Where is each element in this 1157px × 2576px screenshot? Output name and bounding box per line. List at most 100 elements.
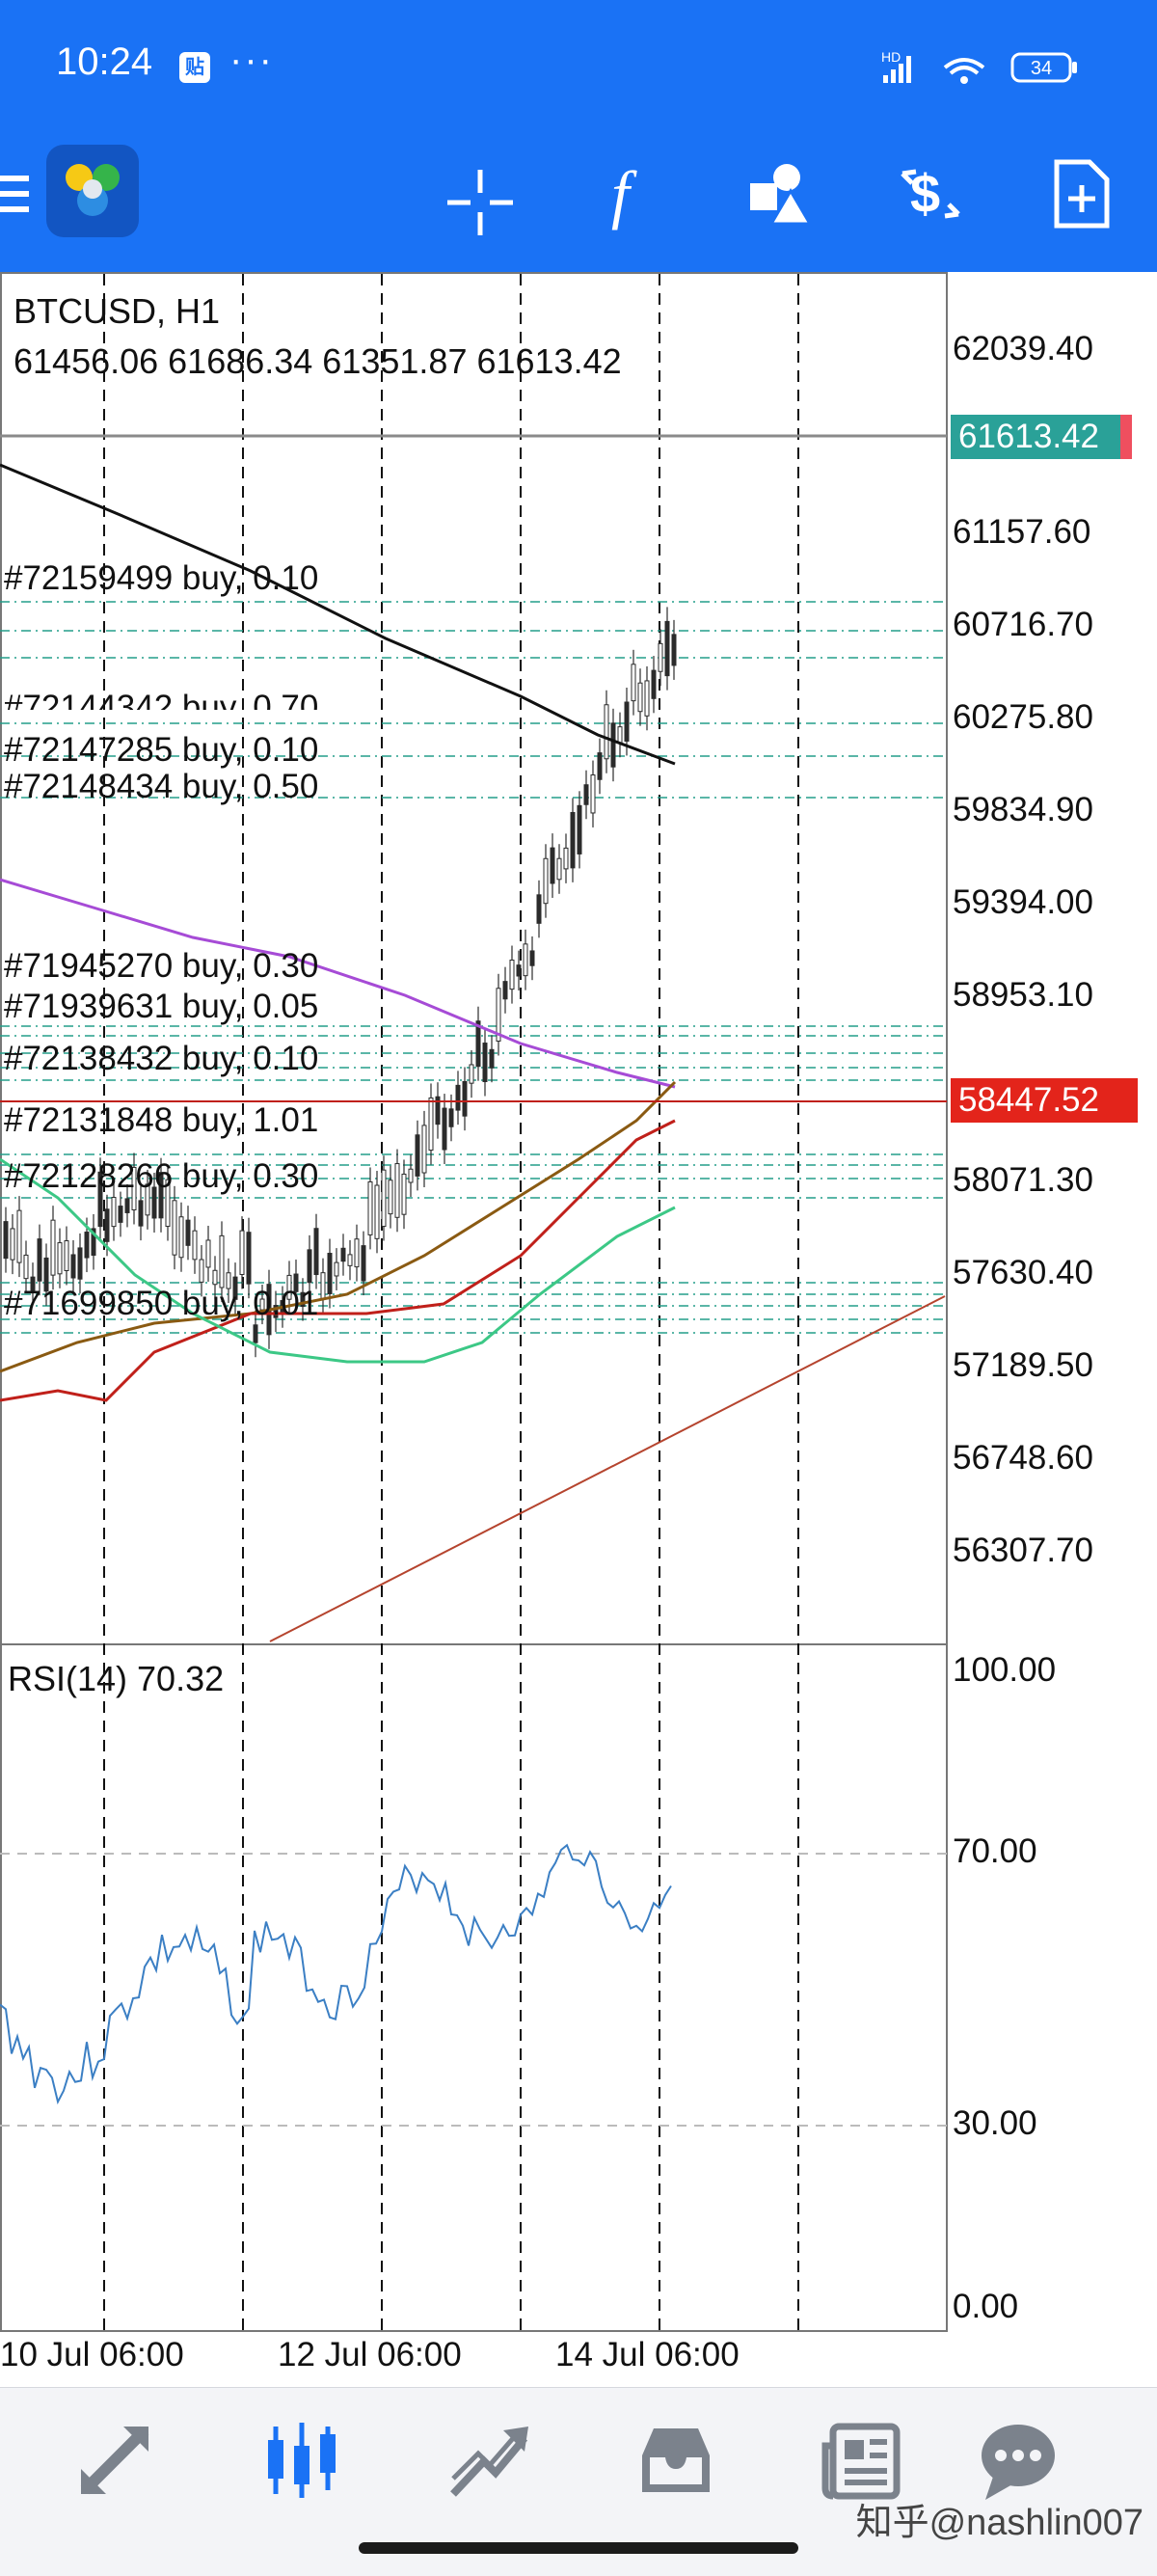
candle-body	[347, 1254, 353, 1266]
rsi-level-label: 100.00	[953, 1651, 1057, 1689]
candle-body	[516, 964, 522, 977]
candle-body	[408, 1168, 414, 1183]
candle-body	[111, 1197, 117, 1228]
candle-body	[300, 1291, 306, 1308]
trade-dollar-icon[interactable]: $	[891, 154, 970, 233]
chart-icon[interactable]	[258, 2417, 345, 2504]
top-toolbar	[0, 135, 1157, 272]
candle-body	[172, 1200, 177, 1256]
date-label: 10 Jul 06:00	[0, 2336, 184, 2373]
ma-black-line	[0, 463, 676, 766]
indicator-f-icon[interactable]: f	[598, 154, 665, 231]
candle-body	[361, 1245, 366, 1282]
candle-body	[354, 1238, 360, 1268]
order-label[interactable]: #72148434 buy, 0.50	[4, 768, 319, 805]
candle-body	[286, 1274, 292, 1300]
order-label[interactable]: #72128266 buy, 0.30	[4, 1157, 319, 1195]
candle-body	[185, 1219, 191, 1246]
history-icon[interactable]	[632, 2417, 719, 2504]
candle-body	[178, 1216, 184, 1259]
candle-body	[536, 894, 542, 924]
ma-purple-line	[0, 878, 676, 1089]
order-label[interactable]: #72159499 buy, 0.10	[4, 559, 319, 597]
signal-bar	[883, 75, 888, 83]
candle-body	[30, 1276, 36, 1291]
price-label: 59834.90	[953, 791, 1093, 828]
trade-icon[interactable]	[445, 2417, 532, 2504]
chart-symbol-title: BTCUSD, H1	[13, 291, 221, 331]
candle-body	[23, 1254, 29, 1280]
order-label[interactable]: #71945270 buy, 0.30	[4, 947, 319, 985]
candle-body	[10, 1228, 15, 1261]
candle-body	[415, 1134, 420, 1177]
marker-price-value: 58447.52	[958, 1081, 1099, 1119]
candle-body	[570, 811, 576, 869]
candle-body	[489, 1048, 495, 1069]
candle-body	[469, 1064, 474, 1084]
candle-body	[367, 1180, 373, 1235]
candle-body	[631, 664, 636, 702]
current-price-value: 61613.42	[958, 418, 1099, 455]
candle-body	[50, 1219, 56, 1276]
trendline	[269, 1295, 946, 1642]
home-indicator[interactable]	[359, 2542, 798, 2554]
candle-body	[205, 1239, 211, 1268]
candle-body	[97, 1171, 103, 1228]
candle-body	[529, 950, 535, 966]
candle-body	[604, 704, 609, 760]
candle-body	[502, 981, 508, 1000]
candle-body	[293, 1273, 299, 1292]
candle-body	[64, 1240, 69, 1272]
candle-body	[523, 943, 528, 977]
order-label[interactable]: #72138432 buy, 0.10	[4, 1040, 319, 1077]
candle-body	[496, 988, 501, 1042]
candle-body	[226, 1272, 231, 1289]
signal-bar	[891, 69, 896, 83]
candle-body	[388, 1180, 393, 1215]
candle-body	[70, 1254, 76, 1279]
order-label[interactable]: #71939631 buy, 0.05	[4, 988, 319, 1025]
candle-body	[658, 642, 663, 672]
ma-green-line	[0, 1157, 676, 1364]
candle-body	[307, 1249, 312, 1284]
candle-body	[543, 857, 549, 905]
candle-body	[192, 1230, 198, 1261]
price-label: 60275.80	[953, 698, 1093, 736]
candle-body	[273, 1305, 279, 1318]
objects-icon[interactable]	[746, 158, 814, 228]
new-order-icon[interactable]	[1051, 156, 1113, 231]
status-time: 10:24	[56, 41, 153, 83]
price-label: 56748.60	[953, 1439, 1093, 1477]
chart-canvas[interactable]	[0, 272, 1157, 2384]
candle-body	[664, 620, 670, 677]
price-label: 58071.30	[953, 1161, 1093, 1199]
candle-body	[597, 752, 603, 780]
date-label: 14 Jul 06:00	[555, 2336, 740, 2373]
candle-body	[455, 1084, 461, 1111]
candle-body	[3, 1221, 9, 1260]
candle-body	[37, 1238, 42, 1282]
signal-bar	[906, 56, 911, 83]
candle-body	[381, 1169, 387, 1228]
app-logo[interactable]	[46, 145, 139, 237]
candle-body	[219, 1234, 225, 1288]
candle-body	[624, 701, 630, 742]
order-label[interactable]: #72144342 buy, 0.70	[4, 689, 319, 710]
price-label: 59394.00	[953, 883, 1093, 921]
chart-area[interactable]: BTCUSD, H1 61456.06 61686.34 61351.87 61…	[0, 272, 1157, 2384]
messages-icon[interactable]	[974, 2417, 1061, 2504]
order-label[interactable]: #71699850 buy, 0.01	[4, 1285, 319, 1322]
crosshair-icon[interactable]	[442, 154, 519, 251]
candle-body	[16, 1209, 22, 1263]
candle-body	[340, 1247, 346, 1262]
candle-body	[428, 1097, 434, 1152]
menu-icon[interactable]	[0, 174, 33, 216]
candle-body	[320, 1272, 326, 1300]
candle-body	[199, 1259, 204, 1283]
order-label[interactable]: #72147285 buy, 0.10	[4, 731, 319, 769]
wifi-icon	[943, 58, 985, 69]
order-label[interactable]: #72131848 buy, 1.01	[4, 1101, 319, 1139]
candle-body	[671, 634, 677, 666]
news-icon[interactable]	[818, 2417, 904, 2504]
quotes-icon[interactable]	[71, 2417, 158, 2504]
